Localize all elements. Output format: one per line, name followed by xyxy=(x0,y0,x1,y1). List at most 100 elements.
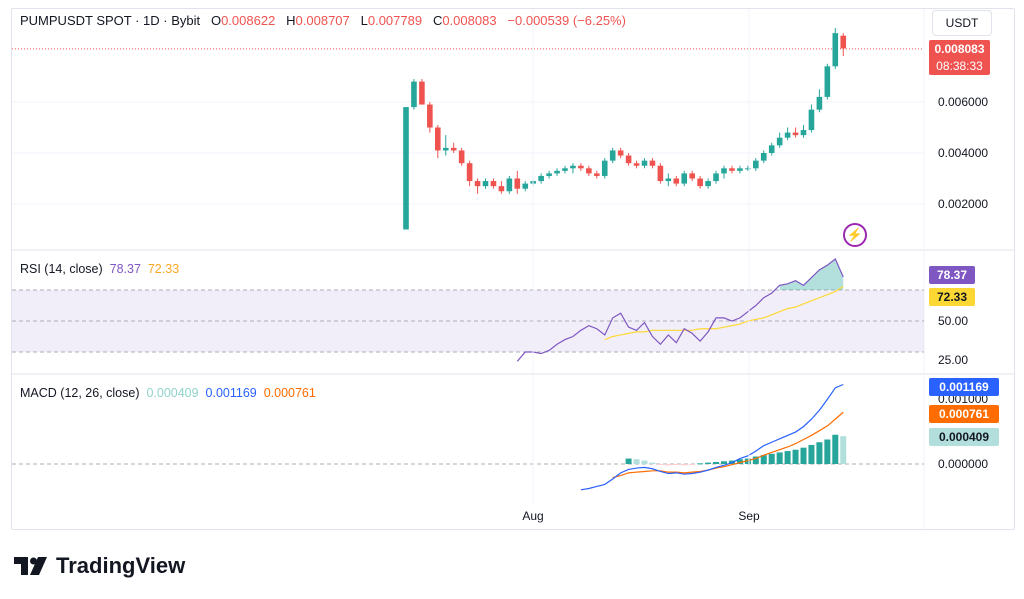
macd-signal-line xyxy=(612,411,844,479)
open-value: 0.008622 xyxy=(221,13,276,28)
candle-body xyxy=(411,81,417,108)
candle-body xyxy=(673,178,680,184)
macd-histogram-bar xyxy=(816,442,823,464)
bar-countdown: 08:38:33 xyxy=(929,57,990,75)
macd-histogram-bar xyxy=(840,436,847,464)
macd-tick-label: 0.000000 xyxy=(938,457,988,471)
candle-body xyxy=(713,173,719,182)
candle-body xyxy=(689,173,695,179)
candle-body xyxy=(617,150,624,156)
candle-body xyxy=(403,107,409,230)
candle-body xyxy=(753,160,759,169)
candle-body xyxy=(435,127,441,151)
macd-histogram-bar xyxy=(689,464,696,465)
candle-body xyxy=(641,160,648,166)
macd-histogram-bar xyxy=(665,464,672,466)
candle-body xyxy=(681,173,688,184)
macd-histogram-bar xyxy=(808,444,815,464)
candle-body xyxy=(458,150,465,164)
candle-body xyxy=(474,181,481,187)
high-value: 0.008707 xyxy=(295,13,350,28)
symbol-title[interactable]: PUMPUSDT SPOT · 1D · Bybit xyxy=(20,13,201,28)
high-label: H xyxy=(286,13,296,28)
candle-body xyxy=(633,163,640,166)
time-tick-label: Sep xyxy=(738,509,760,523)
macd-histogram-bar xyxy=(721,461,727,464)
chart-legend: PUMPUSDT SPOT · 1D · Bybit O0.008622 H0.… xyxy=(20,13,626,28)
tv-mark-icon xyxy=(14,557,47,575)
macd-histogram-bar xyxy=(760,455,767,464)
rsi-title[interactable]: RSI (14, close) xyxy=(20,262,103,276)
macd-histogram-bar xyxy=(792,449,799,464)
candle-body xyxy=(427,104,433,128)
brand-name: TradingView xyxy=(56,553,186,578)
rsi-legend: RSI (14, close) 78.37 72.33 xyxy=(20,262,179,276)
candle-body xyxy=(466,163,473,182)
candle-body xyxy=(514,178,521,189)
macd-line xyxy=(580,383,844,491)
candle-body xyxy=(570,165,576,169)
rsi-ma-line xyxy=(604,285,844,341)
candle-body xyxy=(737,168,743,171)
macd-histogram-bar xyxy=(752,456,759,464)
candle-body xyxy=(832,33,839,67)
candle-body xyxy=(625,155,632,164)
candle-body xyxy=(816,96,823,110)
candle-body xyxy=(442,147,449,151)
candle-body xyxy=(554,170,560,174)
candle-body xyxy=(578,165,584,169)
lightning-icon[interactable]: ⚡ xyxy=(843,223,867,247)
macd-histogram-bar xyxy=(768,453,775,464)
close-value: 0.008083 xyxy=(442,13,497,28)
rsi-overbought-fill xyxy=(803,277,812,290)
macd-title[interactable]: MACD (12, 26, close) xyxy=(20,386,140,400)
candle-body xyxy=(482,181,489,187)
candle-body xyxy=(721,168,727,174)
candle-body xyxy=(506,178,513,192)
macd-histogram-bar xyxy=(649,462,656,464)
macd-histogram-bar xyxy=(713,461,720,464)
rsi-overbought-fill xyxy=(819,265,828,290)
candle-body xyxy=(800,130,807,136)
macd-histogram-bar xyxy=(776,452,783,464)
price-tick-label: 0.006000 xyxy=(938,95,988,109)
macd-histogram-bar xyxy=(697,463,704,465)
candle-body xyxy=(776,137,783,146)
rsi-overbought-fill xyxy=(795,280,804,290)
candle-body xyxy=(601,160,608,176)
macd-histogram-bar xyxy=(641,460,648,464)
candle-body xyxy=(697,178,703,187)
candle-body xyxy=(498,186,505,192)
macd-histogram-bar xyxy=(744,458,751,464)
macd-histogram-bar xyxy=(633,459,640,464)
candle-body xyxy=(784,132,791,138)
candle-body xyxy=(760,153,767,161)
rsi-ma-value: 72.33 xyxy=(147,262,180,276)
macd-histogram-bar xyxy=(657,464,664,465)
price-tick-label: 0.004000 xyxy=(938,146,988,160)
macd-hist-value: 0.000409 xyxy=(146,386,199,400)
macd-legend: MACD (12, 26, close) 0.000409 0.001169 0… xyxy=(20,386,316,400)
candle-body xyxy=(419,81,425,105)
candle-body xyxy=(450,147,457,151)
close-label: C xyxy=(432,13,443,28)
macd-histogram-bar xyxy=(625,458,632,464)
candle-body xyxy=(768,145,775,153)
candle-body xyxy=(808,109,815,131)
macd-histogram-bar xyxy=(681,464,688,466)
price-tick-label: 0.002000 xyxy=(938,197,988,211)
rsi-tick-label: 25.00 xyxy=(938,353,968,367)
macd-histogram-bar xyxy=(705,462,712,464)
time-tick-label: Aug xyxy=(522,509,543,523)
macd-value: 0.001169 xyxy=(205,386,257,400)
tradingview-logo[interactable]: TradingView xyxy=(14,553,185,579)
candle-body xyxy=(824,66,831,97)
macd-histogram-bar xyxy=(832,434,839,464)
macd-value-tag: 0.001169 xyxy=(929,378,999,396)
rsi-value-tag: 78.37 xyxy=(929,266,975,284)
candle-body xyxy=(649,160,656,166)
currency-button[interactable]: USDT xyxy=(932,10,992,36)
rsi-overbought-fill xyxy=(827,259,836,290)
rsi-line xyxy=(516,258,844,362)
candle-body xyxy=(490,181,497,187)
